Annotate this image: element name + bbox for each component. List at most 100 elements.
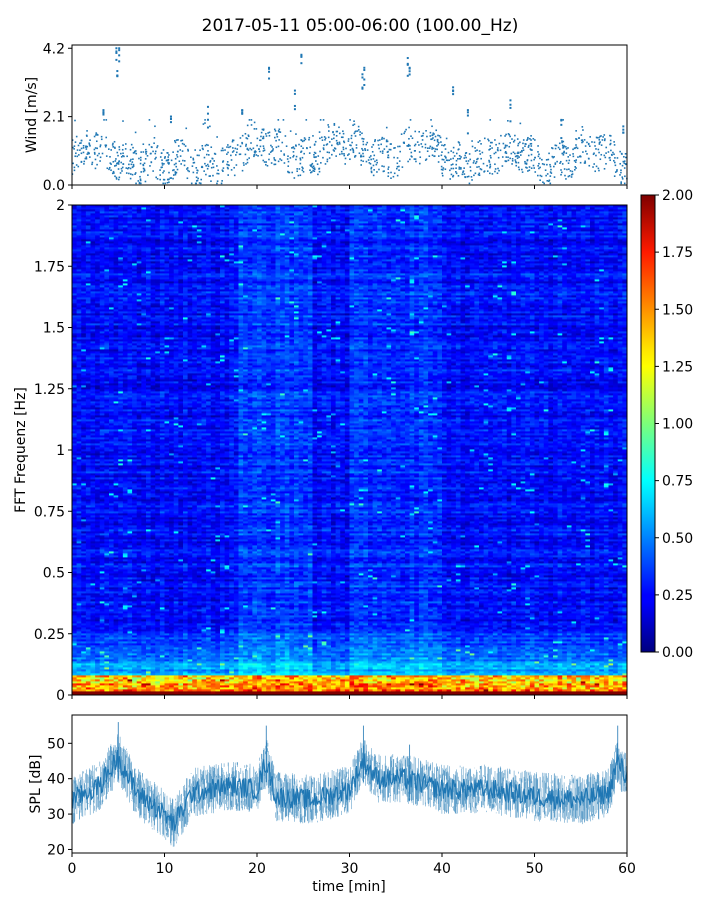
wind-point	[128, 167, 130, 169]
wind-point	[247, 125, 249, 127]
wind-point	[140, 180, 142, 182]
wind-point	[114, 165, 116, 167]
wind-point	[160, 156, 162, 158]
wind-point	[254, 150, 256, 152]
wind-point	[85, 156, 87, 158]
wind-point	[363, 138, 365, 140]
wind-point	[521, 169, 523, 171]
wind-point	[563, 152, 565, 154]
wind-point	[537, 151, 539, 153]
wind-point	[505, 151, 507, 153]
wind-point	[358, 129, 360, 131]
wind-point	[343, 149, 345, 151]
wind-point	[528, 155, 530, 157]
wind-point	[534, 171, 536, 173]
wind-point	[370, 163, 372, 165]
wind-point	[159, 174, 161, 176]
wind-point	[95, 168, 97, 170]
wind-point	[145, 153, 147, 155]
wind-point	[332, 132, 334, 134]
wind-point	[441, 154, 443, 156]
wind-point	[439, 135, 441, 137]
wind-point	[348, 153, 350, 155]
wind-point	[287, 158, 289, 160]
wind-point	[432, 137, 434, 139]
wind-point	[552, 148, 554, 150]
wind-point	[534, 139, 536, 141]
wind-point	[479, 140, 481, 142]
wind-point	[175, 163, 177, 165]
wind-point	[621, 153, 623, 155]
wind-point	[350, 149, 352, 151]
wind-point	[373, 155, 375, 157]
wind-point	[331, 138, 333, 140]
wind-point	[469, 153, 471, 155]
wind-point	[479, 150, 481, 152]
wind-point	[404, 131, 406, 133]
wind-point	[524, 161, 526, 163]
wind-point	[100, 156, 102, 158]
wind-point	[383, 138, 385, 140]
wind-point	[567, 147, 569, 149]
wind-point	[300, 174, 302, 176]
wind-point	[319, 151, 321, 153]
wind-point	[555, 162, 557, 164]
wind-point	[436, 149, 438, 151]
wind-point	[429, 135, 431, 137]
wind-point	[625, 153, 627, 155]
spectrogram-cells	[72, 205, 627, 695]
wind-point	[372, 151, 374, 153]
wind-point	[519, 141, 521, 143]
wind-point	[609, 157, 611, 159]
wind-point	[132, 158, 134, 160]
wind-point	[467, 132, 469, 134]
wind-point	[525, 167, 527, 169]
wind-point	[432, 154, 434, 156]
wind-point	[96, 134, 98, 136]
wind-point	[245, 133, 247, 135]
wind-point	[444, 161, 446, 163]
wind-point	[620, 172, 622, 174]
wind-point	[561, 142, 563, 144]
wind-point	[454, 155, 456, 157]
wind-point	[320, 162, 322, 164]
wind-point	[531, 167, 533, 169]
wind-point	[613, 141, 615, 143]
wind-point	[110, 149, 112, 151]
wind-point	[98, 153, 100, 155]
wind-point	[452, 93, 454, 95]
wind-point	[356, 147, 358, 149]
wind-point	[624, 160, 626, 162]
wind-point	[170, 116, 172, 118]
wind-point	[198, 155, 200, 157]
wind-point	[613, 153, 615, 155]
wind-point	[624, 175, 626, 177]
wind-point	[365, 144, 367, 146]
wind-point	[137, 180, 139, 182]
wind-point	[575, 161, 577, 163]
wind-point	[359, 134, 361, 136]
wind-point	[168, 154, 170, 156]
wind-point	[256, 128, 258, 130]
wind-point	[503, 143, 505, 145]
wind-point	[193, 172, 195, 174]
wind-point	[177, 139, 179, 141]
wind-point	[498, 170, 500, 172]
wind-point	[409, 145, 411, 147]
wind-point	[421, 135, 423, 137]
wind-point	[453, 147, 455, 149]
wind-point	[208, 165, 210, 167]
wind-point	[614, 175, 616, 177]
wind-point	[564, 168, 566, 170]
wind-point	[156, 147, 158, 149]
wind-point	[221, 180, 223, 182]
wind-point	[533, 138, 535, 140]
wind-point	[328, 137, 330, 139]
wind-point	[463, 170, 465, 172]
wind-point	[420, 143, 422, 145]
wind-point	[468, 176, 470, 178]
wind-point	[387, 151, 389, 153]
wind-point	[401, 133, 403, 135]
wind-point	[142, 164, 144, 166]
wind-point	[451, 168, 453, 170]
